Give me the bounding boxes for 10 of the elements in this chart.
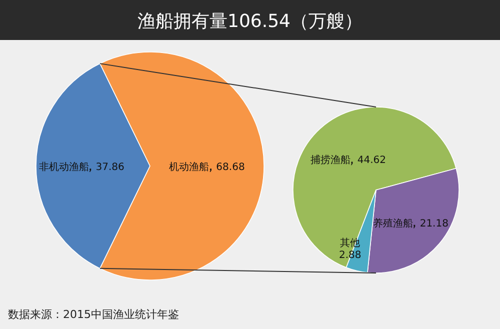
slice-label: 养殖渔船 xyxy=(372,217,413,230)
slice-label: 机动渔船 xyxy=(169,161,210,173)
chart-title: 渔船拥有量106.54（万艘） xyxy=(138,11,362,32)
slice-label: 非机动渔船 xyxy=(38,161,89,173)
data-label: 21.18 xyxy=(420,218,448,230)
data-label: 44.62 xyxy=(357,155,386,166)
source-note: 数据来源：2015中国渔业统计年鉴 xyxy=(8,308,179,321)
data-label: 68.68 xyxy=(216,162,245,173)
data-label: 37.86 xyxy=(96,162,124,173)
slice-label: 捕捞渔船 xyxy=(310,154,350,166)
